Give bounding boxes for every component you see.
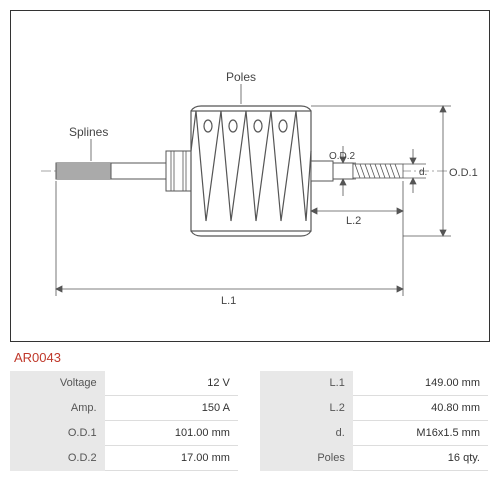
spec-value: 101.00 mm: [105, 421, 238, 446]
spec-label: Amp.: [10, 396, 105, 421]
spec-value: M16x1.5 mm: [353, 421, 488, 446]
d-dim-label: d.: [419, 167, 427, 178]
l1-dim-label: L.1: [221, 295, 236, 307]
spec-table: Voltage 12 V L.1 149.00 mm Amp. 150 A L.…: [10, 371, 488, 471]
spec-label: O.D.1: [10, 421, 105, 446]
spec-value: 17.00 mm: [105, 446, 238, 471]
rotor-drawing: Splines Poles O.D.1 O.D.2: [11, 11, 489, 341]
splines-label: Splines: [69, 125, 108, 139]
spec-label: L.1: [260, 371, 353, 396]
spec-label: Poles: [260, 446, 353, 471]
od1-dim-label: O.D.1: [449, 167, 478, 179]
l2-dim-label: L.2: [346, 215, 361, 227]
part-number: AR0043: [14, 350, 490, 365]
spec-value: 16 qty.: [353, 446, 488, 471]
spec-label: Voltage: [10, 371, 105, 396]
spec-label: L.2: [260, 396, 353, 421]
spec-value: 150 A: [105, 396, 238, 421]
spec-value: 12 V: [105, 371, 238, 396]
spec-label: O.D.2: [10, 446, 105, 471]
spec-value: 40.80 mm: [353, 396, 488, 421]
spec-value: 149.00 mm: [353, 371, 488, 396]
poles-label: Poles: [226, 70, 256, 84]
od2-dim-label: O.D.2: [329, 151, 356, 162]
drawing-frame: Splines Poles O.D.1 O.D.2: [10, 10, 490, 342]
spec-label: d.: [260, 421, 353, 446]
